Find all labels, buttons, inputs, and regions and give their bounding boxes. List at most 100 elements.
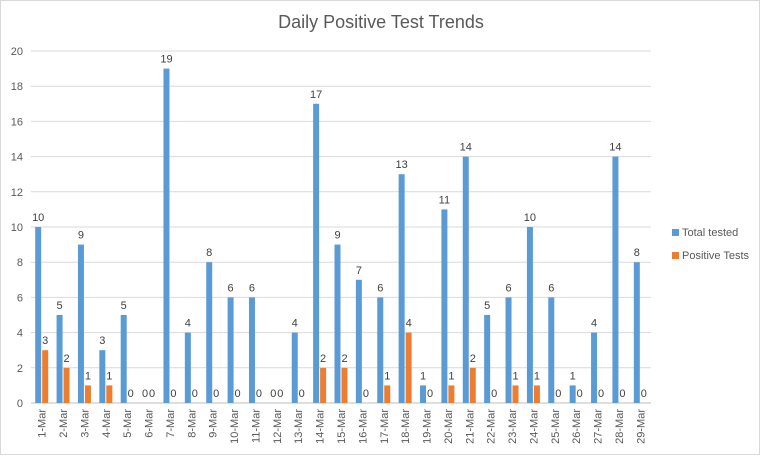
data-label: 1	[512, 370, 518, 382]
legend-label-total-tested: Total tested	[682, 227, 738, 239]
x-tick-label: 12-Mar	[272, 409, 284, 444]
y-tick-label: 20	[11, 46, 23, 58]
data-label: 6	[548, 282, 554, 294]
x-tick-label: 16-Mar	[357, 409, 369, 444]
data-label: 9	[78, 230, 84, 242]
bar-total-tested	[633, 262, 640, 403]
y-tick-label: 16	[11, 116, 23, 128]
data-label: 6	[228, 282, 234, 294]
bar-positive-tests	[320, 367, 327, 403]
data-label: 0	[427, 388, 433, 400]
x-tick-label: 1-Mar	[37, 409, 49, 438]
y-tick-label: 2	[17, 363, 23, 375]
bar-total-tested	[612, 156, 619, 403]
bar-total-tested	[334, 244, 341, 403]
bar-positive-tests	[512, 385, 519, 403]
data-label: 1	[106, 370, 112, 382]
data-label: 0	[299, 388, 305, 400]
bar-total-tested	[163, 68, 170, 403]
data-label: 2	[470, 353, 476, 365]
x-tick-label: 10-Mar	[229, 409, 241, 444]
data-label: 5	[57, 300, 63, 312]
y-tick-label: 4	[17, 328, 23, 340]
bar-positive-tests	[384, 385, 391, 403]
bar-total-tested	[184, 332, 191, 403]
bar-positive-tests	[405, 332, 412, 403]
y-tick-label: 12	[11, 187, 23, 199]
data-label: 0	[170, 388, 176, 400]
x-tick-label: 14-Mar	[315, 409, 327, 444]
data-label: 19	[160, 54, 172, 66]
x-tick-label: 4-Mar	[101, 409, 113, 438]
data-label: 0	[142, 388, 148, 400]
data-label: 7	[356, 265, 362, 277]
y-axis-ticks: 0 2 4 6 8 10 12 14 16 18 20	[11, 46, 23, 410]
data-label: 10	[32, 212, 44, 224]
x-tick-label: 17-Mar	[379, 409, 391, 444]
x-tick-label: 3-Mar	[79, 409, 91, 438]
data-label: 1	[534, 370, 540, 382]
data-label: 5	[484, 300, 490, 312]
bar-total-tested	[77, 244, 84, 403]
bar-total-tested	[569, 385, 576, 403]
bar-total-tested	[35, 227, 42, 403]
x-tick-label: 24-Mar	[528, 409, 540, 444]
data-label: 1	[570, 370, 576, 382]
bar-positive-tests	[533, 385, 540, 403]
bar-total-tested	[120, 315, 127, 403]
data-label: 1	[85, 370, 91, 382]
x-tick-label: 25-Mar	[550, 409, 562, 444]
data-label: 1	[448, 370, 454, 382]
x-tick-label: 11-Mar	[250, 409, 262, 443]
bar-total-tested	[484, 315, 491, 403]
bar-total-tested	[291, 332, 298, 403]
data-label: 9	[334, 230, 340, 242]
x-tick-label: 26-Mar	[571, 409, 583, 444]
data-label: 13	[396, 159, 408, 171]
x-axis-ticks: 1-Mar 2-Mar 3-Mar 4-Mar 5-Mar 6-Mar 7-Mar 8-Mar…	[37, 409, 648, 444]
x-tick-label: 8-Mar	[186, 409, 198, 438]
y-tick-label: 18	[11, 81, 23, 93]
data-label: 14	[609, 142, 621, 154]
bar-total-tested	[526, 227, 533, 403]
data-label: 11	[439, 194, 450, 206]
data-label: 0	[213, 388, 219, 400]
bar-positive-tests	[469, 367, 476, 403]
bar-total-tested	[420, 385, 427, 403]
bars	[35, 68, 640, 404]
data-label: 0	[577, 388, 583, 400]
data-label: 2	[341, 353, 347, 365]
data-label: 8	[634, 247, 640, 259]
bar-total-tested	[56, 315, 63, 403]
data-label: 0	[277, 388, 283, 400]
bar-positive-tests	[84, 385, 91, 403]
y-tick-label: 8	[17, 257, 23, 269]
bar-total-tested	[206, 262, 213, 403]
bar-total-tested	[505, 297, 512, 403]
bar-positive-tests	[106, 385, 113, 403]
bar-positive-tests	[42, 350, 49, 403]
data-label: 6	[377, 282, 383, 294]
y-tick-label: 0	[17, 398, 23, 410]
data-label: 0	[149, 388, 155, 400]
y-tick-label: 10	[11, 222, 23, 234]
x-tick-label: 2-Mar	[58, 409, 70, 438]
bar-total-tested	[377, 297, 384, 403]
bar-total-tested	[248, 297, 255, 403]
data-label: 8	[206, 247, 212, 259]
bar-total-tested	[227, 297, 234, 403]
data-label: 4	[406, 318, 412, 330]
bar-total-tested	[441, 209, 448, 403]
legend-swatch-total-tested	[672, 229, 679, 236]
data-label: 0	[555, 388, 561, 400]
data-label: 10	[524, 212, 536, 224]
data-label: 1	[420, 370, 426, 382]
data-label: 0	[598, 388, 604, 400]
x-tick-label: 6-Mar	[144, 409, 156, 438]
legend-swatch-positive-tests	[672, 252, 679, 259]
data-label: 3	[42, 335, 48, 347]
data-label: 5	[121, 300, 127, 312]
bar-total-tested	[591, 332, 598, 403]
